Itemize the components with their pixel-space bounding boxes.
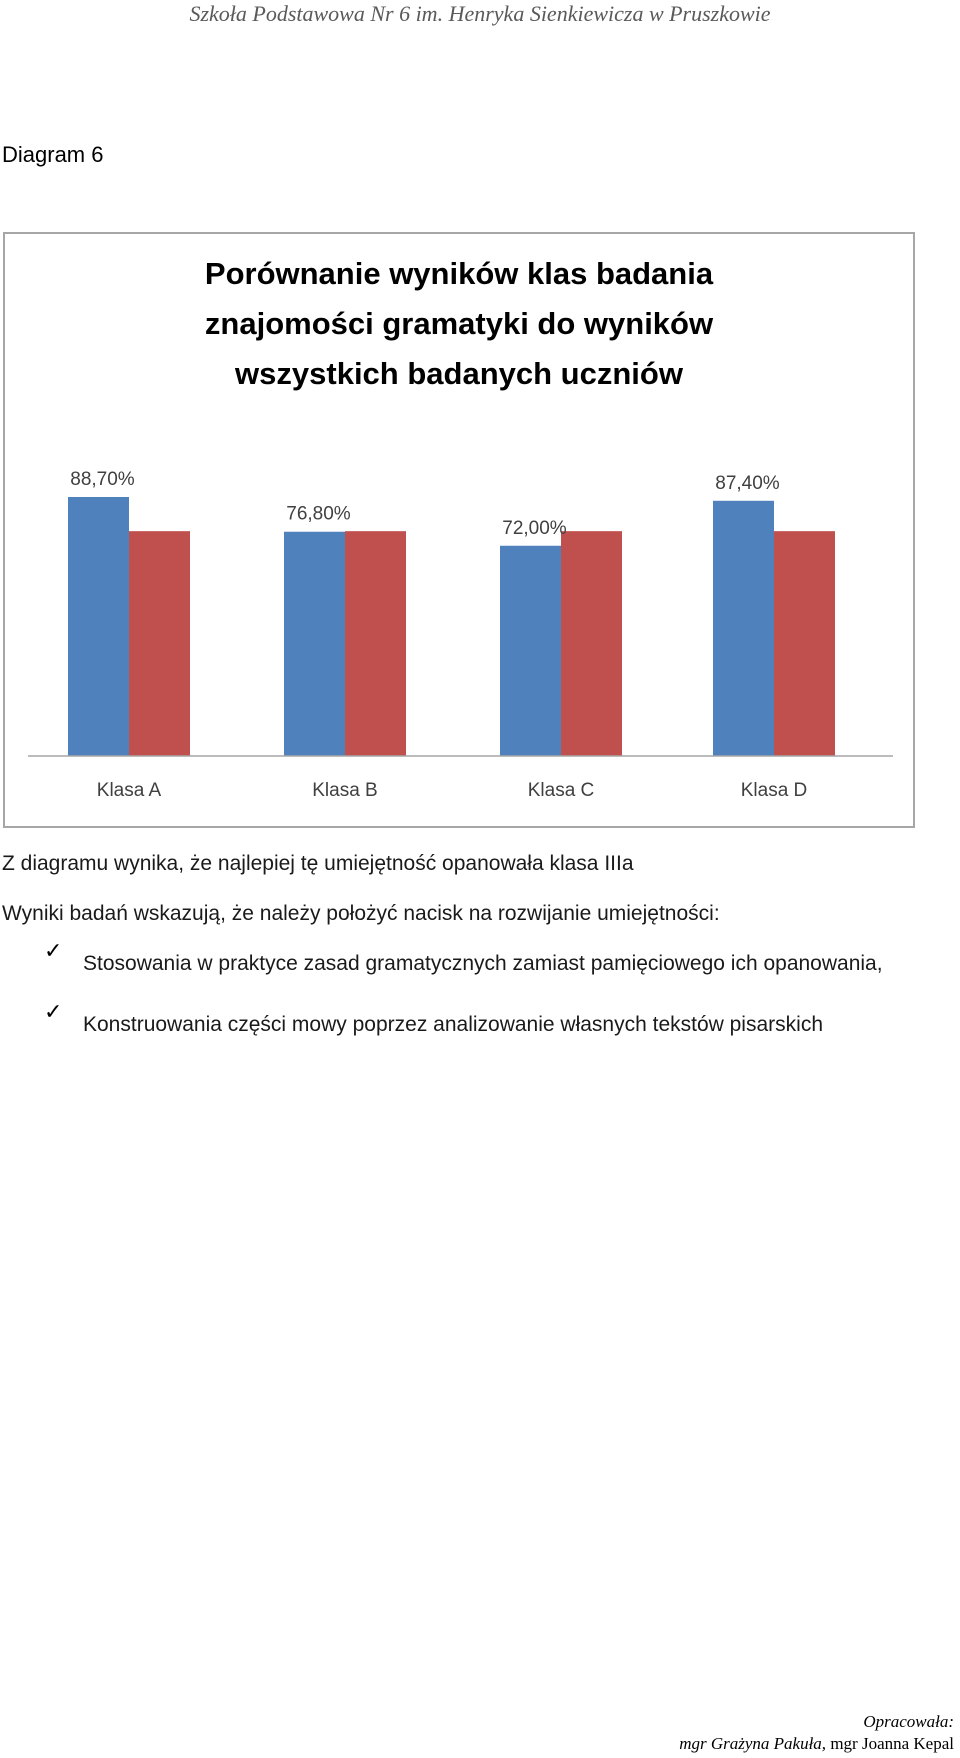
bar-2-3 — [561, 531, 622, 756]
data-label: 72,00% — [502, 518, 567, 539]
data-label: 76,80% — [286, 504, 351, 525]
bar-2-1 — [129, 531, 190, 756]
bar-2-2 — [345, 531, 406, 756]
footer-author-2: mgr Joanna Kepal — [826, 1734, 954, 1753]
footer-author-1: mgr Grażyna Pakuła, — [679, 1734, 827, 1753]
chart-title: Porównanie wyników klas badania znajomośc… — [205, 256, 714, 391]
chart-title-line: Porównanie wyników klas badania — [205, 256, 714, 291]
chart-svg: Porównanie wyników klas badania znajomośc… — [28, 256, 893, 801]
chart-data-labels: 88,70% 76,80% 72,00% 87,40% — [70, 469, 780, 539]
footer-authors: mgr Grażyna Pakuła, mgr Joanna Kepal — [679, 1733, 954, 1755]
bar-2-4 — [774, 531, 835, 756]
bar-1-2 — [284, 531, 345, 756]
list-item: ✓ Stosowania w praktyce zasad gramatyczn… — [0, 939, 955, 989]
page-footer: Opracowała: mgr Grażyna Pakuła, mgr Joan… — [679, 1711, 954, 1755]
conclusion-paragraph: Z diagramu wynika, że najlepiej tę umiej… — [2, 852, 634, 875]
bar-1-3 — [500, 545, 561, 756]
list-item: ✓ Konstruowania części mowy poprzez anal… — [0, 1000, 955, 1050]
x-tick-label: Klasa A — [97, 780, 162, 801]
chart-bars — [68, 496, 835, 756]
x-tick-label: Klasa B — [312, 780, 377, 801]
data-label: 87,40% — [715, 473, 780, 494]
chart-x-ticks: Klasa A Klasa B Klasa C Klasa D — [97, 780, 807, 801]
x-tick-label: Klasa D — [741, 780, 808, 801]
check-icon: ✓ — [44, 1000, 63, 1025]
recommendation-list: ✓ Stosowania w praktyce zasad gramatyczn… — [0, 939, 956, 1072]
recommendation-paragraph: Wyniki badań wskazują, że należy położyć… — [2, 902, 720, 925]
bar-1-4 — [713, 500, 774, 756]
page-header: Szkoła Podstawowa Nr 6 im. Henryka Sienk… — [189, 1, 771, 26]
check-icon: ✓ — [44, 939, 63, 964]
chart-title-line: wszystkich badanych uczniów — [234, 356, 684, 391]
chart-title-line: znajomości gramatyki do wyników — [205, 306, 714, 341]
list-item-text: Stosowania w praktyce zasad gramatycznyc… — [83, 952, 883, 975]
diagram-label: Diagram 6 — [2, 142, 104, 167]
x-tick-label: Klasa C — [528, 780, 595, 801]
bar-chart: Porównanie wyników klas badania znajomośc… — [3, 232, 915, 828]
bar-1-1 — [68, 496, 129, 756]
list-item-text: Konstruowania części mowy poprzez analiz… — [83, 1013, 823, 1036]
data-label: 88,70% — [70, 469, 135, 490]
footer-prepared-by: Opracowała: — [863, 1712, 954, 1731]
